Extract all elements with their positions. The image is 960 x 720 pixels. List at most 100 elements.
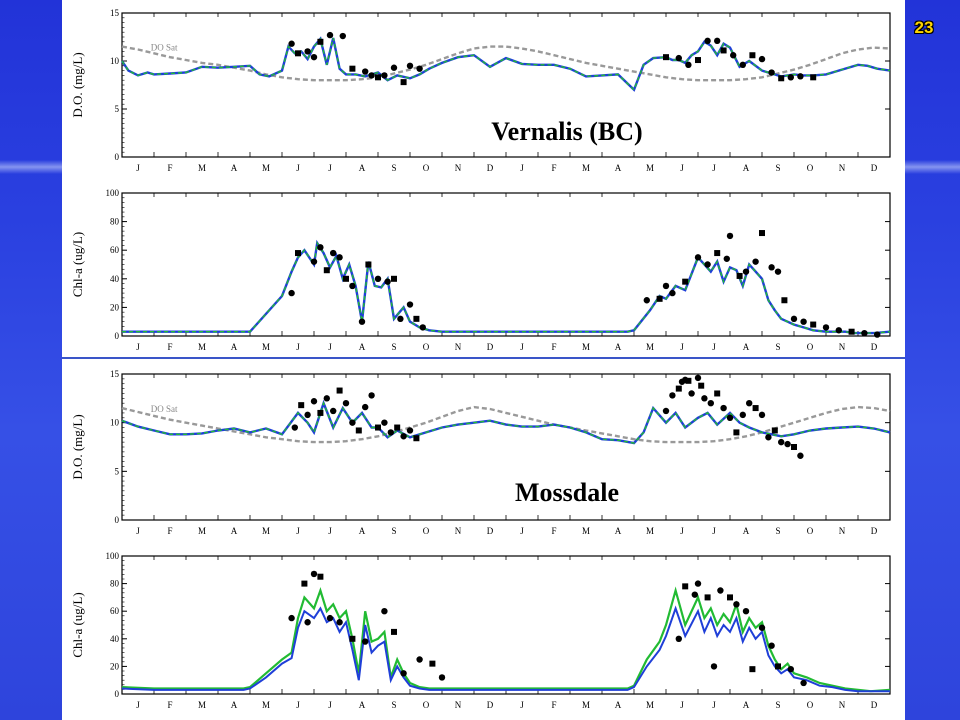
mossdale-do-month-label: J xyxy=(712,526,716,536)
mossdale-chla-observed-point xyxy=(727,594,733,601)
vernalis-do-observed-point xyxy=(339,32,346,40)
vernalis-chla-observed-point xyxy=(669,289,676,297)
vernalis-chla-observed-point xyxy=(835,327,842,334)
mossdale-site-title: Mossdale xyxy=(515,478,619,507)
vernalis-site-title: Vernalis (BC) xyxy=(491,117,642,146)
mossdale-chla-observed-point xyxy=(682,583,689,590)
vernalis-chla-month-label: F xyxy=(551,342,556,352)
vernalis-chla-observed-point xyxy=(413,315,420,322)
vernalis-do-observed-point xyxy=(400,79,407,86)
vernalis-do-observed-point xyxy=(368,72,375,79)
mossdale-chla-frame xyxy=(121,555,891,695)
mossdale-do-chart: 0 5 10 15 J F M A M J J A S O N D J F M A M J J A S O N D D.O. (mg/L… xyxy=(70,369,891,536)
mossdale-chla-observed-point xyxy=(288,614,295,622)
vernalis-chla-observed-point xyxy=(726,232,734,240)
mossdale-do-observed-point xyxy=(726,414,734,421)
mossdale-do-observed-point xyxy=(784,440,791,448)
vernalis-chla-observed-point xyxy=(736,272,743,279)
vernalis-chla-observed-point xyxy=(768,264,775,271)
vernalis-chla-observed-point xyxy=(848,328,855,335)
mossdale-chla-model-line-blue xyxy=(121,605,890,693)
vernalis-do-observed-point xyxy=(295,50,301,57)
vernalis-do-month-label: O xyxy=(423,163,430,173)
mossdale-do-month-label: J xyxy=(520,526,524,536)
mossdale-chla-observed-point xyxy=(391,628,397,635)
vernalis-chla-month-label: J xyxy=(296,342,300,352)
vernalis-do-observed-point xyxy=(406,62,414,69)
vernalis-chla-observed-point xyxy=(752,258,759,265)
vernalis-chla-month-label: N xyxy=(455,342,462,352)
vernalis-do-ytick-label: 15 xyxy=(110,8,120,18)
mossdale-chla-observed-point xyxy=(362,638,369,645)
vernalis-chla-observed-point xyxy=(295,250,301,257)
mossdale-do-month-label: M xyxy=(198,526,206,536)
mossdale-chla-month-label: S xyxy=(391,700,396,710)
vernalis-chla-observed-point xyxy=(358,318,366,325)
mossdale-do-observed-point xyxy=(714,390,721,397)
mossdale-chla-ytick-label: 20 xyxy=(110,661,120,671)
mossdale-do-observed-point xyxy=(355,427,362,434)
mossdale-chla-observed-point xyxy=(710,663,718,670)
vernalis-do-observed-point xyxy=(288,40,295,47)
vernalis-chla-observed-point xyxy=(397,315,404,323)
vernalis-chla-observed-point xyxy=(391,275,397,282)
mossdale-panel: 0 5 10 15 J F M A M J J A S O N D J F M A M J J A S O N D D.O. (mg/L… xyxy=(62,359,905,720)
vernalis-chla-observed-point xyxy=(781,297,788,304)
mossdale-chla-observed-point xyxy=(304,619,311,626)
vernalis-chla-observed-point xyxy=(323,267,330,274)
mossdale-chla-observed-point xyxy=(800,679,807,687)
vernalis-chla-observed-point xyxy=(374,275,382,282)
mossdale-chla-observed-point xyxy=(717,587,724,594)
mossdale-chla-month-label: O xyxy=(807,700,814,710)
vernalis-chla-frame xyxy=(121,192,891,337)
vernalis-do-month-label: F xyxy=(551,163,556,173)
vernalis-do-observed-point xyxy=(695,57,701,64)
mossdale-do-month-label: J xyxy=(136,526,140,536)
vernalis-chla-month-label: J xyxy=(328,342,332,352)
mossdale-do-observed-point xyxy=(771,427,778,434)
vernalis-do-observed-point xyxy=(317,38,324,45)
vernalis-do-month-label: F xyxy=(167,163,172,173)
vernalis-do-month-label: A xyxy=(615,163,622,173)
vernalis-chla-month-label: J xyxy=(680,342,684,352)
mossdale-do-observed-point xyxy=(701,395,708,402)
mossdale-chla-month-label: S xyxy=(775,700,780,710)
vernalis-do-month-label: J xyxy=(520,163,524,173)
vernalis-do-observed-point xyxy=(310,53,318,61)
vernalis-chla-observed-point xyxy=(349,282,356,290)
mossdale-do-month-label: A xyxy=(231,526,238,536)
vernalis-chla-observed-point xyxy=(874,331,881,338)
vernalis-chla-observed-point xyxy=(774,268,782,275)
vernalis-chla-month-label: J xyxy=(520,342,524,352)
vernalis-do-observed-point xyxy=(739,61,746,69)
vernalis-chla-observed-point xyxy=(330,249,337,257)
vernalis-chla-month-label: A xyxy=(359,342,366,352)
vernalis-do-month-label: A xyxy=(743,163,750,173)
mossdale-chla-ytick-label: 0 xyxy=(115,689,120,699)
mossdale-do-observed-point xyxy=(310,398,318,405)
vernalis-chla-month-label: J xyxy=(136,342,140,352)
vernalis-chla-month-label: A xyxy=(615,342,622,352)
mossdale-do-observed-point xyxy=(400,433,407,440)
mossdale-do-ytick-label: 10 xyxy=(110,418,120,428)
vernalis-do-observed-point xyxy=(787,74,794,81)
vernalis-chla-observed-point xyxy=(694,254,702,261)
mossdale-chla-observed-point xyxy=(326,614,334,622)
mossdale-chla-observed-point xyxy=(733,601,740,608)
mossdale-do-observed-point xyxy=(688,390,695,397)
mossdale-do-observed-point xyxy=(291,424,298,431)
vernalis-chla-observed-point xyxy=(662,282,670,290)
vernalis-do-ytick-label: 10 xyxy=(110,56,120,66)
mossdale-chla-month-label: A xyxy=(231,700,238,710)
mossdale-chla-month-label: A xyxy=(615,700,622,710)
mossdale-do-observed-point xyxy=(662,407,670,415)
vernalis-chla-observed-point xyxy=(800,318,807,325)
mossdale-do-observed-point xyxy=(698,382,705,389)
vernalis-chla-ytick-label: 80 xyxy=(110,217,120,227)
vernalis-do-observed-point xyxy=(749,52,756,59)
mossdale-do-month-label: O xyxy=(423,526,430,536)
vernalis-chla-observed-point xyxy=(310,258,318,265)
mossdale-chla-month-label: D xyxy=(487,700,494,710)
vernalis-chla-month-label: O xyxy=(423,342,430,352)
mossdale-do-ylabel: D.O. (mg/L) xyxy=(70,414,85,479)
